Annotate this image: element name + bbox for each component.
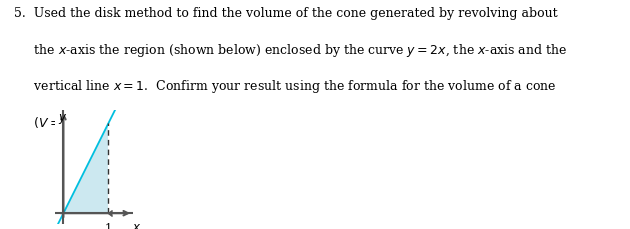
Polygon shape [64, 123, 108, 213]
Text: vertical line $x = 1$.  Confirm your result using the formula for the volume of : vertical line $x = 1$. Confirm your resu… [14, 78, 556, 95]
Text: $(V = \frac{1}{3}\pi r^2 h)$.: $(V = \frac{1}{3}\pi r^2 h)$. [14, 113, 106, 135]
Text: $x$: $x$ [132, 221, 142, 229]
Text: 5.  Used the disk method to find the volume of the cone generated by revolving a: 5. Used the disk method to find the volu… [14, 7, 558, 20]
Text: $y$: $y$ [58, 112, 67, 126]
Text: the $x$-axis the region (shown below) enclosed by the curve $y = 2x$, the $x$-ax: the $x$-axis the region (shown below) en… [14, 42, 567, 59]
Text: 1: 1 [105, 223, 112, 229]
